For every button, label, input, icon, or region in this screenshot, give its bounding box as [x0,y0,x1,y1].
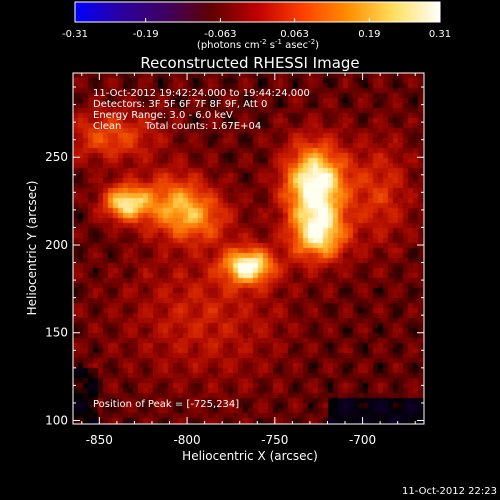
colorbar-units: (photons cm-2 s-1 asec-2) [197,38,319,51]
x-tick-label: -700 [349,433,376,447]
y-axis-label: Heliocentric Y (arcsec) [25,181,39,316]
footer-timestamp: 11-Oct-2012 22:23 [402,486,497,497]
colorbar: -0.31 -0.19 -0.063 0.063 0.19 0.31 (photons c… [62,1,451,51]
colorbar-tick-label: 0.19 [358,29,380,40]
colorbar-tick-label: -0.31 [62,29,88,40]
plot-frame [72,72,425,425]
annotation-counts: Total counts: 1.67E+04 [144,121,261,132]
colorbar-tick-label: -0.19 [133,29,159,40]
colorbar-ticks: -0.31 -0.19 -0.063 0.063 0.19 0.31 [62,18,451,40]
y-tick-label: 150 [45,326,68,340]
x-axis: -850 -800 -750 -700 [81,73,416,447]
annotation-energy: Energy Range: 3.0 - 6.0 keV [93,110,233,121]
y-tick-label: 100 [45,413,68,427]
annotations: 11-Oct-2012 19:42:24.000 to 19:44:24.000… [93,88,310,410]
annotation-time-range: 11-Oct-2012 19:42:24.000 to 19:44:24.000 [93,88,310,99]
colorbar-tick-label: 0.063 [280,29,309,40]
y-axis: 100 150 200 250 [45,86,424,427]
colorbar-tick-label: 0.31 [429,29,451,40]
chart-title: Reconstructed RHESSI Image [140,54,359,72]
x-tick-label: -850 [86,433,113,447]
annotation-detectors: Detectors: 3F 5F 6F 7F 8F 9F, Att 0 [93,99,267,110]
annotation-peak: Position of Peak = [-725,234] [93,399,239,410]
y-tick-label: 250 [45,150,68,164]
colorbar-tick-label: -0.063 [204,29,236,40]
x-tick-label: -750 [261,433,288,447]
y-tick-label: 200 [45,238,68,252]
heatmap-image [73,73,424,424]
annotation-method: Clean [93,121,121,132]
plot-area [72,72,425,425]
x-tick-label: -800 [173,433,200,447]
x-axis-label: Heliocentric X (arcsec) [182,449,318,463]
